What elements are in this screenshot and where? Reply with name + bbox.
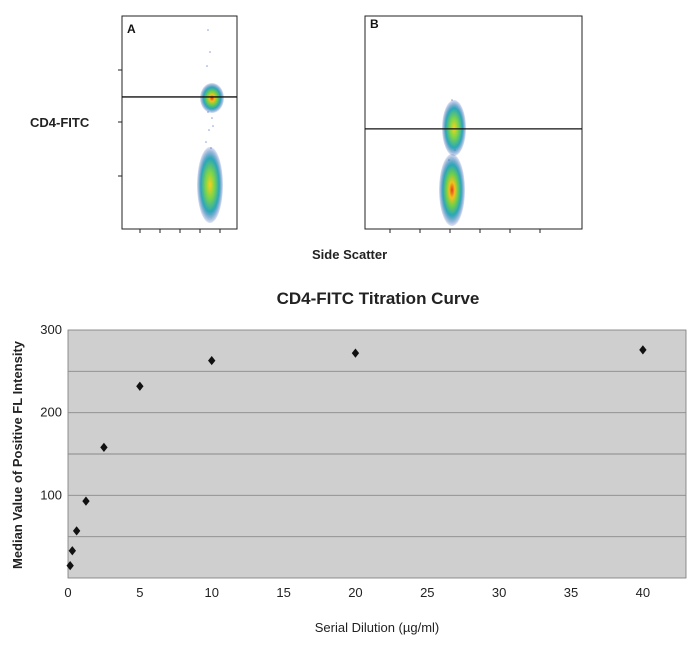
y-tick-labels: 100 200 300 [40,322,62,502]
y-tick-label: 300 [40,322,62,337]
x-tick-label: 15 [276,585,290,600]
x-tick-label: 25 [420,585,434,600]
data-point [72,526,81,536]
gridlines [68,370,686,538]
panel-b-lower-population [439,154,465,226]
y-axis-label: Median Value of Positive FL Intensity [10,340,25,569]
flow-panels: A B [30,15,583,262]
y-tick-label: 100 [40,487,62,502]
flow-y-axis-label: CD4-FITC [30,115,90,130]
panel-a-lower-population [197,147,223,223]
chart-title: CD4-FITC Titration Curve [277,289,480,308]
panel-b: B [364,15,583,233]
x-tick-label: 30 [492,585,506,600]
y-tick-label: 200 [40,405,62,420]
x-tick-label: 20 [348,585,362,600]
panel-b-label: B [370,17,379,31]
data-point [639,345,647,355]
x-tick-label: 0 [64,585,71,600]
data-point [208,355,216,366]
data-point [82,496,90,506]
panel-a-label: A [127,22,136,36]
data-point [100,442,108,452]
data-point [66,561,74,571]
panel-a-upper-population [200,83,224,113]
data-point [351,348,360,358]
x-tick-labels: 0 5 10 15 20 25 30 35 40 [64,585,650,600]
x-tick-label: 40 [636,585,650,600]
data-point [136,381,144,391]
data-point [68,546,76,556]
data-points [66,345,647,571]
x-tick-label: 5 [136,585,143,600]
titration-chart: CD4-FITC Titration Curve 100 200 300 0 5 10 1… [10,289,687,635]
x-tick-label: 35 [564,585,578,600]
x-tick-label: 10 [204,585,218,600]
panel-b-upper-population [442,100,466,156]
x-axis-label: Serial Dilution (µg/ml) [315,620,440,635]
panel-a: A [118,15,238,233]
flow-x-axis-label: Side Scatter [312,247,387,262]
